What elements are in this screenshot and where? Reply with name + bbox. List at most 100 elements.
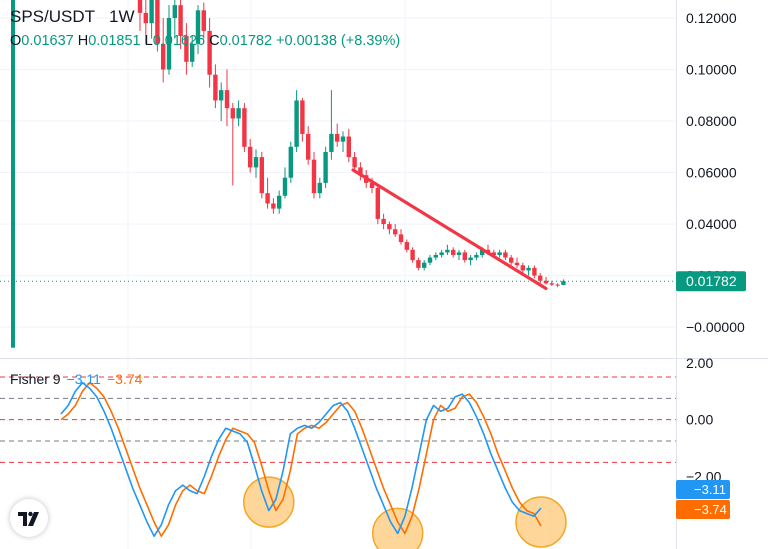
symbol-name: SPS/USDT [10, 7, 96, 26]
candle-body [155, 0, 160, 44]
candle-body [369, 182, 375, 189]
candle-body [143, 12, 148, 24]
candle-body [242, 108, 247, 147]
candle-body [224, 90, 230, 109]
price-tick-label: 0.12000 [686, 10, 737, 26]
candle-body [184, 36, 189, 62]
candle-body [282, 177, 288, 196]
candle-body [398, 234, 404, 243]
candle-body [352, 157, 357, 168]
candle-body [439, 252, 444, 255]
candle-body [555, 284, 560, 286]
candle-body [538, 275, 543, 281]
candle-body [178, 5, 183, 37]
low-label: L [144, 33, 153, 49]
candle-body [248, 146, 253, 168]
candle-body [514, 262, 520, 266]
left-edge-candle [11, 0, 15, 348]
candle-body [265, 193, 270, 204]
highlight-circle [371, 507, 424, 549]
candle-body [277, 195, 282, 209]
candle-body [404, 242, 409, 250]
candle-body [137, 0, 143, 13]
current-price-badge [676, 271, 746, 292]
interval-label: 1W [109, 7, 135, 26]
candle-body [433, 254, 438, 258]
trigger-legend-value: −3.74 [106, 371, 143, 387]
candle-body [410, 249, 415, 261]
candle-body [503, 252, 508, 258]
fisher-value-badge [676, 480, 730, 499]
price-tick-label: 0.04000 [686, 216, 737, 232]
candle-body [445, 249, 450, 253]
ohlc-values: O0.01637 H0.01851 L0.01626 C0.01782 +0.00138… [10, 33, 404, 49]
fisher-legend[interactable]: Fisher 9 −3.11 −3.74 [10, 371, 142, 387]
tradingview-logo-icon[interactable] [10, 499, 48, 537]
candle-body [294, 100, 299, 147]
price-pane [0, 0, 676, 348]
high-label: H [77, 33, 89, 49]
change-value: +0.00138 (+8.39%) [276, 33, 401, 49]
highlight-circle [515, 496, 567, 548]
candle-body [491, 252, 496, 255]
fisher-tick-label: 0.00 [686, 412, 713, 428]
candle-body [323, 151, 328, 183]
candle-body [497, 252, 502, 255]
candle-body [387, 224, 392, 230]
candle-body [300, 100, 305, 134]
candle-body [532, 267, 537, 276]
candle-body [253, 157, 259, 168]
candle-body [161, 43, 166, 70]
candle-body [190, 43, 195, 62]
candle-body [358, 167, 363, 176]
candle-body [456, 252, 462, 255]
current-price-label: 0.01782 [686, 273, 737, 289]
candle-body [543, 280, 549, 284]
candle-body [236, 108, 241, 119]
candle-body [480, 249, 485, 255]
candle-body [422, 262, 427, 268]
price-tick-label: 0.10000 [686, 62, 737, 78]
fisher-line [60, 381, 542, 538]
candle-body [201, 10, 206, 31]
candle-body [259, 157, 264, 194]
candle-body [219, 90, 224, 101]
candle-body [311, 159, 317, 194]
candle-body [526, 267, 531, 271]
trigger-badge-label: −3.74 [694, 502, 727, 517]
candle-body [393, 229, 398, 235]
close-value: 0.01782 [219, 33, 273, 49]
symbol-title: SPS/USDT 1W [10, 7, 135, 27]
candle-body [166, 18, 172, 70]
candle-body [149, 0, 154, 24]
candle-body [416, 260, 421, 268]
price-tick-label: 0.06000 [686, 165, 737, 181]
candle-body [474, 254, 479, 258]
candle-body [561, 281, 566, 285]
candle-body [509, 257, 514, 263]
trigger-line [60, 381, 542, 538]
candle-body [462, 252, 467, 261]
fisher-legend-value: −3.11 [66, 371, 101, 387]
tradingview-logo-glyph [18, 511, 39, 526]
trendline [351, 168, 548, 291]
highlight-circle [243, 476, 295, 528]
candle-body [230, 108, 235, 119]
candle-body [306, 133, 311, 160]
candle-body [549, 283, 554, 285]
fisher-pane [0, 376, 676, 549]
candle-body [346, 136, 351, 158]
open-value: 0.01637 [21, 33, 74, 49]
candle-body [317, 182, 322, 194]
fisher-legend-name: Fisher 9 [10, 371, 61, 387]
price-tick-label: 0.08000 [686, 113, 737, 129]
candle-body [340, 136, 346, 142]
candle-body [381, 218, 386, 225]
candle-body [288, 146, 293, 178]
close-label: C [209, 33, 220, 49]
fisher-badge-label: −3.11 [694, 482, 726, 497]
candle-body [375, 188, 380, 219]
candle-body [329, 133, 334, 152]
open-label: O [10, 33, 22, 49]
